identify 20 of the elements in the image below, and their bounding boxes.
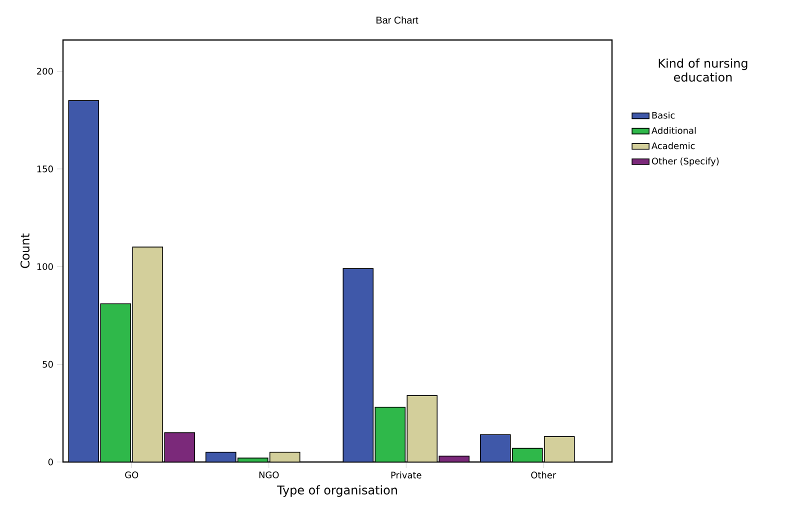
y-axis-title: Count xyxy=(20,234,30,268)
x-tick-label: Other xyxy=(531,472,556,478)
y-tick-label: 100 xyxy=(37,263,53,270)
chart-title: Bar Chart xyxy=(376,16,418,24)
x-tick-label: NGO xyxy=(259,472,279,478)
x-tick-label: Private xyxy=(391,472,422,478)
y-tick-label: 200 xyxy=(37,68,53,75)
x-axis-title: Type of organisation xyxy=(277,485,397,497)
x-tick-label: GO xyxy=(125,472,138,478)
bar xyxy=(544,436,575,462)
bar xyxy=(406,395,438,462)
legend-label: Academic xyxy=(652,142,695,150)
y-tick-label: 150 xyxy=(37,166,53,172)
legend-title: Kind of nursing education xyxy=(658,58,748,82)
y-tick-label: 0 xyxy=(48,458,53,466)
legend-label: Additional xyxy=(652,126,696,134)
legend-label: Other (Specify) xyxy=(652,158,719,166)
bar xyxy=(132,246,164,462)
legend-label: Basic xyxy=(652,112,675,119)
y-tick-label: 50 xyxy=(42,360,53,368)
